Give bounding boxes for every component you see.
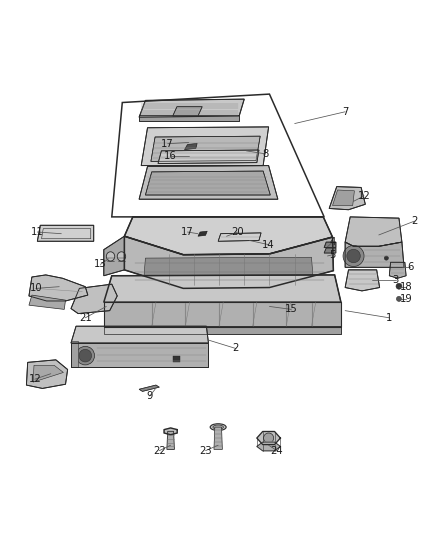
- Polygon shape: [218, 233, 261, 241]
- Polygon shape: [214, 427, 223, 449]
- Circle shape: [347, 249, 360, 263]
- Text: 24: 24: [271, 446, 283, 456]
- Polygon shape: [29, 275, 88, 301]
- Polygon shape: [29, 295, 66, 309]
- Text: 21: 21: [79, 313, 92, 323]
- Polygon shape: [167, 431, 174, 449]
- Polygon shape: [158, 150, 259, 164]
- Polygon shape: [104, 275, 341, 302]
- Circle shape: [343, 246, 364, 266]
- Text: 15: 15: [285, 304, 298, 314]
- Text: 18: 18: [400, 281, 413, 292]
- Text: 12: 12: [28, 374, 41, 384]
- Polygon shape: [324, 242, 336, 247]
- Ellipse shape: [106, 252, 115, 261]
- Text: 14: 14: [262, 240, 275, 249]
- Text: 19: 19: [400, 294, 413, 304]
- Text: 23: 23: [199, 446, 212, 456]
- Polygon shape: [71, 326, 208, 343]
- Text: 10: 10: [30, 284, 42, 293]
- Text: 13: 13: [94, 260, 107, 269]
- Bar: [173, 356, 180, 362]
- Polygon shape: [71, 343, 208, 367]
- Circle shape: [396, 296, 402, 301]
- Polygon shape: [257, 432, 280, 445]
- Polygon shape: [332, 190, 354, 206]
- Circle shape: [76, 346, 95, 365]
- Polygon shape: [143, 257, 314, 286]
- Text: 9: 9: [146, 391, 153, 401]
- Circle shape: [384, 256, 389, 260]
- Polygon shape: [139, 385, 159, 391]
- Polygon shape: [164, 428, 177, 435]
- Polygon shape: [329, 187, 365, 209]
- Polygon shape: [345, 242, 404, 268]
- Circle shape: [396, 284, 402, 289]
- Text: 2: 2: [233, 343, 239, 353]
- Text: 6: 6: [407, 262, 413, 272]
- Circle shape: [79, 349, 92, 362]
- Polygon shape: [33, 365, 64, 382]
- Polygon shape: [184, 143, 197, 150]
- Polygon shape: [26, 360, 67, 389]
- Ellipse shape: [213, 425, 223, 429]
- Text: 7: 7: [342, 107, 348, 117]
- Polygon shape: [139, 115, 239, 122]
- Polygon shape: [145, 171, 270, 195]
- Polygon shape: [124, 217, 332, 255]
- Text: 12: 12: [358, 191, 371, 201]
- Polygon shape: [104, 302, 341, 327]
- Polygon shape: [104, 236, 124, 276]
- Polygon shape: [389, 262, 406, 278]
- Text: 4: 4: [329, 237, 336, 247]
- Text: 5: 5: [329, 250, 336, 260]
- Ellipse shape: [117, 252, 126, 261]
- Polygon shape: [198, 231, 207, 236]
- Polygon shape: [37, 225, 94, 241]
- Polygon shape: [139, 166, 278, 199]
- Text: 2: 2: [411, 216, 418, 226]
- Text: 8: 8: [262, 149, 268, 159]
- Polygon shape: [324, 248, 336, 253]
- Polygon shape: [71, 341, 78, 367]
- Text: 16: 16: [164, 151, 177, 161]
- Circle shape: [264, 433, 274, 443]
- Text: 17: 17: [161, 139, 174, 149]
- Polygon shape: [104, 326, 341, 334]
- Polygon shape: [71, 284, 117, 313]
- Polygon shape: [141, 127, 268, 166]
- Text: 17: 17: [181, 227, 194, 237]
- Polygon shape: [345, 270, 380, 291]
- Polygon shape: [139, 99, 244, 117]
- Polygon shape: [151, 136, 260, 161]
- Text: 1: 1: [386, 313, 392, 323]
- Text: 22: 22: [153, 446, 166, 456]
- Polygon shape: [124, 236, 333, 288]
- Text: 11: 11: [31, 227, 44, 237]
- Text: 20: 20: [232, 227, 244, 237]
- Polygon shape: [257, 442, 280, 451]
- Polygon shape: [173, 107, 202, 116]
- Text: 3: 3: [392, 275, 399, 285]
- Ellipse shape: [210, 424, 226, 431]
- Polygon shape: [345, 217, 402, 246]
